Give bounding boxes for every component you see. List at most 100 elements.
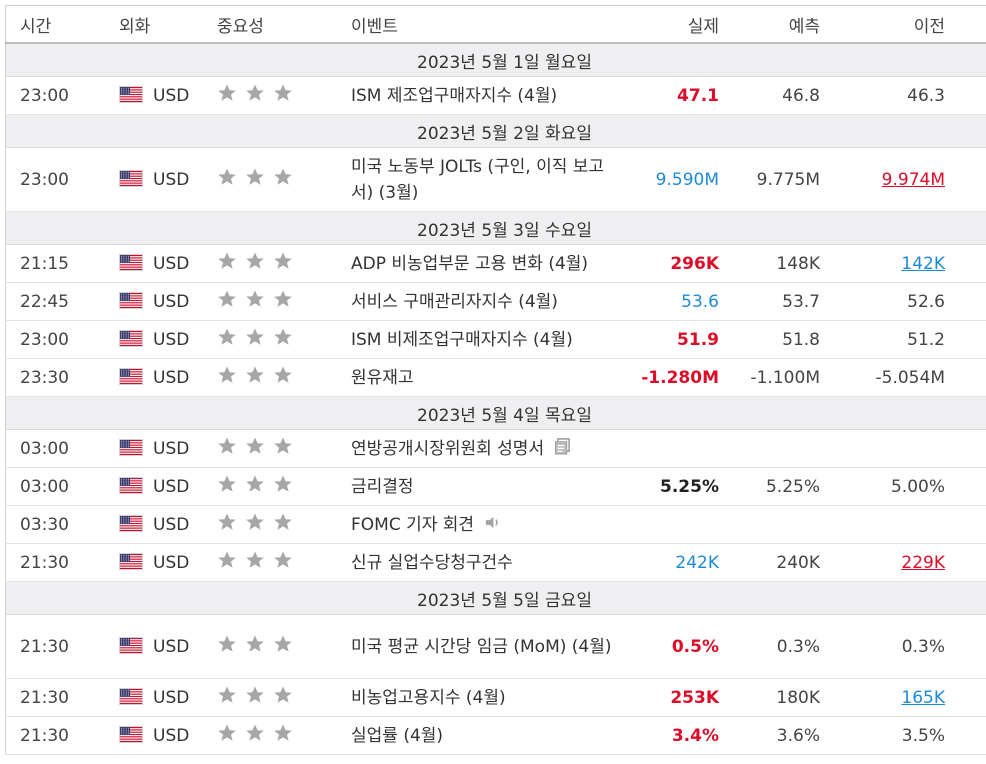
header-currency[interactable]: 외화 [119,5,217,44]
event-name-cell: ISM 제조업구매자지수 (4월) [351,76,629,115]
header-time[interactable]: 시간 [5,5,119,44]
currency-cell: USD [119,429,217,468]
us-flag-icon [119,688,143,705]
event-name-link[interactable]: 미국 평균 시간당 임금 (MoM) (4월) [351,636,612,657]
day-header-row: 2023년 5월 1일 월요일 [5,42,986,77]
event-name-cell: 연방공개시장위원회 성명서 [351,429,629,468]
star-icon [245,251,265,271]
event-time: 23:00 [5,147,119,212]
star-icon [273,550,293,570]
header-event[interactable]: 이벤트 [351,5,629,44]
event-name-link[interactable]: FOMC 기자 회견 [351,514,475,535]
star-icon [217,251,237,271]
star-icon [245,512,265,532]
day-label: 2023년 5월 5일 금요일 [5,581,986,615]
day-label: 2023년 5월 4일 목요일 [5,396,986,430]
actual-value: 242K [629,543,719,582]
star-icon [273,83,293,103]
forecast-value: 5.25% [719,467,820,506]
forecast-value: 240K [719,543,820,582]
currency-code: USD [153,85,190,106]
star-icon [217,512,237,532]
previous-value: 0.3% [820,614,986,679]
event-name-link[interactable]: 연방공개시장위원회 성명서 [351,438,545,459]
event-name-link[interactable]: ADP 비농업부문 고용 변화 (4월) [351,253,589,274]
previous-value-text: 3.5% [901,725,945,746]
event-name-link[interactable]: 금리결정 [351,476,414,497]
event-name-link[interactable]: 미국 노동부 JOLTs (구인, 이직 보고서) (3월) [351,156,605,203]
header-importance[interactable]: 중요성 [217,5,351,44]
star-icon [273,365,293,385]
event-row[interactable]: 21:30 USD 미국 평균 시간당 임금 (MoM) (4월) 0.5% 0.3% 0… [5,614,986,679]
forecast-value: 3.6% [719,716,820,755]
previous-value: 52.6 [820,282,986,321]
event-name-link[interactable]: 신규 실업수당청구건수 [351,552,513,573]
importance-stars [217,716,351,755]
star-icon [245,634,265,654]
day-label: 2023년 5월 1일 월요일 [5,42,986,77]
importance-stars [217,147,351,212]
star-icon [217,634,237,654]
event-name-cell: 실업률 (4월) [351,716,629,755]
previous-value: 165K [820,678,986,717]
previous-value-text: 0.3% [901,636,945,657]
event-name-cell: 비농업고용지수 (4월) [351,678,629,717]
event-row[interactable]: 21:30 USD 비농업고용지수 (4월) 253K 180K 165K [5,678,986,717]
star-icon [245,550,265,570]
speaker-icon[interactable] [484,514,501,536]
star-icon [217,365,237,385]
star-icon [217,83,237,103]
actual-value [629,505,719,544]
event-name-link[interactable]: 실업률 (4월) [351,725,444,746]
star-icon [273,436,293,456]
previous-value: 9.974M [820,147,986,212]
currency-code: USD [153,687,190,708]
star-icon [245,436,265,456]
event-row[interactable]: 03:00 USD 금리결정 5.25% 5.25% 5.00% [5,467,986,506]
event-row[interactable]: 03:00 USD 연방공개시장위원회 성명서 [5,429,986,468]
event-name-link[interactable]: ISM 제조업구매자지수 (4월) [351,85,558,106]
event-name-link[interactable]: 비농업고용지수 (4월) [351,687,506,708]
event-name-link[interactable]: 원유재고 [351,367,414,388]
event-row[interactable]: 23:30 USD 원유재고 -1.280M -1.100M -5.054M [5,358,986,397]
currency-cell: USD [119,320,217,359]
header-previous[interactable]: 이전 [820,5,986,44]
document-icon[interactable] [554,437,571,460]
forecast-value: 148K [719,244,820,283]
star-icon [245,167,265,187]
star-icon [273,512,293,532]
event-row[interactable]: 23:00 USD 미국 노동부 JOLTs (구인, 이직 보고서) (3월) 9.… [5,147,986,212]
importance-stars [217,505,351,544]
currency-code: USD [153,636,190,657]
header-actual[interactable]: 실제 [629,5,719,44]
economic-calendar-table: 시간 외화 중요성 이벤트 실제 예측 이전 2023년 5월 1일 월요일 23… [5,5,986,755]
forecast-value [719,505,820,544]
importance-stars [217,358,351,397]
currency-code: USD [153,329,190,350]
event-row[interactable]: 03:30 USD FOMC 기자 회견 [5,505,986,544]
event-time: 21:15 [5,244,119,283]
event-row[interactable]: 22:45 USD 서비스 구매관리자지수 (4월) 53.6 53.7 52.6 [5,282,986,321]
event-row[interactable]: 21:15 USD ADP 비농업부문 고용 변화 (4월) 296K 148K 142K [5,244,986,283]
event-row[interactable]: 23:00 USD ISM 비제조업구매자지수 (4월) 51.9 51.8 51.2 [5,320,986,359]
star-icon [245,289,265,309]
currency-cell: USD [119,244,217,283]
event-time: 23:00 [5,76,119,115]
event-row[interactable]: 21:30 USD 신규 실업수당청구건수 242K 240K 229K [5,543,986,582]
event-name-link[interactable]: 서비스 구매관리자지수 (4월) [351,291,558,312]
event-row[interactable]: 21:30 USD 실업률 (4월) 3.4% 3.6% 3.5% [5,716,986,755]
header-forecast[interactable]: 예측 [719,5,820,44]
us-flag-icon [119,515,143,532]
event-name-link[interactable]: ISM 비제조업구매자지수 (4월) [351,329,573,350]
event-row[interactable]: 23:00 USD ISM 제조업구매자지수 (4월) 47.1 46.8 46.3 [5,76,986,115]
forecast-value: 46.8 [719,76,820,115]
importance-stars [217,76,351,115]
importance-stars [217,678,351,717]
us-flag-icon [119,439,143,456]
us-flag-icon [119,553,143,570]
star-icon [217,167,237,187]
star-icon [273,634,293,654]
actual-value: 51.9 [629,320,719,359]
event-name-cell: ISM 비제조업구매자지수 (4월) [351,320,629,359]
us-flag-icon [119,86,143,103]
